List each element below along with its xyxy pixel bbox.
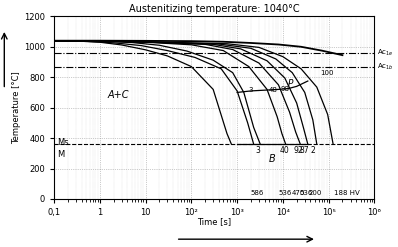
Text: 470: 470 xyxy=(292,190,305,196)
Text: 100: 100 xyxy=(320,70,334,76)
Text: 3: 3 xyxy=(255,146,260,155)
Text: Ac$_{1b}$: Ac$_{1b}$ xyxy=(377,62,394,72)
Text: Ac$_{1e}$: Ac$_{1e}$ xyxy=(377,48,394,58)
Text: 98: 98 xyxy=(280,86,289,92)
Text: B: B xyxy=(269,154,276,165)
Text: Ms: Ms xyxy=(58,138,69,147)
Text: 48: 48 xyxy=(268,87,277,93)
X-axis label: Time [s]: Time [s] xyxy=(197,217,231,226)
Text: 3: 3 xyxy=(249,87,253,93)
Text: A+C: A+C xyxy=(108,90,129,101)
Text: 40: 40 xyxy=(280,146,290,155)
Text: 2: 2 xyxy=(310,146,315,155)
Text: 200: 200 xyxy=(308,190,322,196)
Y-axis label: Temperature [°C]: Temperature [°C] xyxy=(12,71,21,144)
Text: P: P xyxy=(288,79,293,88)
Title: Austenitizing temperature: 1040°C: Austenitizing temperature: 1040°C xyxy=(129,4,300,14)
Text: 586: 586 xyxy=(251,190,264,196)
Text: 536: 536 xyxy=(278,190,291,196)
Text: 87: 87 xyxy=(300,146,310,155)
Text: 92: 92 xyxy=(294,146,303,155)
Text: M: M xyxy=(58,150,65,159)
Text: 536: 536 xyxy=(299,190,313,196)
Text: 188 HV: 188 HV xyxy=(334,190,360,196)
